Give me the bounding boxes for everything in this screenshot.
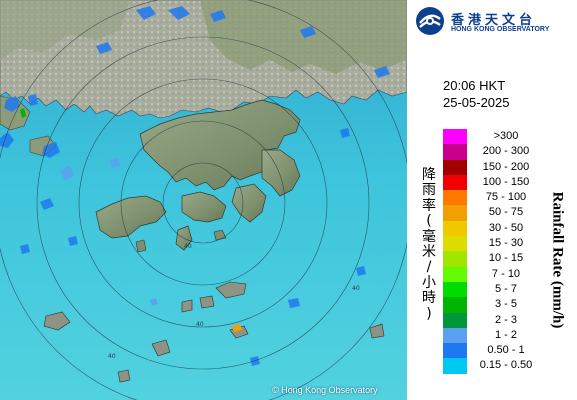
time-text: 20:06 HKT [443,78,506,93]
legend-swatch [443,343,467,359]
info-panel: 香港天文台 HONG KONG OBSERVATORY 20:06 HKT 25… [407,0,577,400]
legend-row: 200 - 300 [443,144,543,160]
legend-swatch [443,327,467,344]
legend-title-chinese-char: ) [426,305,432,322]
ring-label: 40 [108,353,116,360]
legend-swatch [443,297,467,313]
legend-title-chinese-char: 米 [422,244,436,261]
legend-label: 200 - 300 [482,145,530,158]
observatory-emblem-icon [416,7,444,35]
legend-swatch [443,174,467,191]
legend-label: 100 - 150 [482,175,530,188]
legend-swatch [443,312,467,328]
date-text: 25-05-2025 [443,95,510,110]
legend-label: 0.50 - 1 [487,344,525,357]
legend-label: 7 - 10 [491,267,521,280]
legend-label: 75 - 100 [485,191,527,204]
copyright-notice: © Hong Kong Observatory [272,385,378,395]
legend-row: 7 - 10 [443,266,543,282]
ring-label: 40 [196,321,204,328]
legend-swatch [443,190,467,206]
legend-label: 15 - 30 [488,237,524,250]
legend-label: 1 - 2 [494,328,517,341]
legend-title-chinese-char: 毫 [422,228,436,245]
legend-label: >300 [493,130,519,142]
legend-swatch [443,159,467,175]
legend-swatch [443,129,467,145]
south-island-4 [43,311,71,331]
legend-swatch [443,281,467,298]
legend-swatch [443,266,467,282]
legend-row: 100 - 150 [443,174,543,191]
hong-kong-island [181,191,227,223]
legend-swatch [443,205,467,221]
timestamp: 20:06 HKT 25-05-2025 [443,77,510,111]
legend-row: 2 - 3 [443,312,543,328]
legend-row: 0.50 - 1 [443,343,543,359]
legend-title-chinese-char: 降 [422,167,436,183]
south-island-5 [151,339,171,357]
range-rings [0,0,407,400]
south-island-3 [181,299,193,313]
legend-row: 75 - 100 [443,190,543,206]
logo-chinese-name: 香港天文台 [451,13,537,28]
legend-swatch [443,251,467,267]
legend-title-english: Rainfall Rate (mm/h) [549,191,566,329]
legend-label: 5 - 7 [494,282,517,295]
legend-row: >300 [443,129,543,145]
legend-label: 0.15 - 0.50 [479,359,533,372]
radar-map: 40 40 40 40 © Hong Kong Observatory [0,0,407,400]
legend-label: 3 - 5 [494,298,517,311]
legend-row: 15 - 30 [443,236,543,252]
legend-row: 0.15 - 0.50 [443,358,543,374]
legend-swatch [443,358,467,374]
legend-title-chinese-char: 率 [422,197,436,214]
observatory-logo: 香港天文台 HONG KONG OBSERVATORY [415,6,575,36]
legend-label: 150 - 200 [482,160,530,173]
legend-label: 10 - 15 [488,252,524,265]
sai-kung [261,149,301,197]
legend-row: 10 - 15 [443,251,543,267]
legend-title-chinese: 降 雨 率 ( 毫 米 / 小 時 ) [421,167,437,322]
legend-swatch [443,236,467,252]
legend-title-chinese-char: 雨 [422,182,436,199]
south-island-8 [369,323,385,339]
lantau-island [95,195,167,239]
range-ring-labels: 40 40 40 40 [108,243,360,360]
south-island-7 [117,369,131,383]
cheung-chau [135,239,147,253]
rainfall-legend: >300 200 - 300 150 - 200 100 - 150 75 - … [443,129,543,374]
mainland-west [0,0,130,60]
legend-title-english-box: Rainfall Rate (mm/h) [540,160,574,360]
legend-title-chinese-char: ( [426,213,432,230]
clear-water-bay [231,183,267,223]
legend-row: 30 - 50 [443,220,543,237]
legend-row: 1 - 2 [443,327,543,344]
rain-echoes [0,6,390,366]
legend-label: 50 - 75 [488,206,524,219]
legend-row: 150 - 200 [443,159,543,175]
legend-row: 3 - 5 [443,297,543,313]
south-island-2 [199,295,215,309]
legend-row: 50 - 75 [443,205,543,221]
legend-title-chinese-char: 時 [422,290,436,307]
legend-swatch [443,144,467,160]
legend-title-chinese-char: 小 [422,274,436,291]
legend-row: 5 - 7 [443,281,543,298]
legend-swatch [443,220,467,237]
ring-label: 40 [184,243,192,250]
legend-label: 30 - 50 [488,221,524,234]
legend-title-chinese-char: / [426,259,432,276]
radar-map-image: 40 40 40 40 [0,0,407,400]
logo-english-name: HONG KONG OBSERVATORY [451,26,550,33]
legend-label: 2 - 3 [494,313,517,326]
south-island-1 [215,281,247,299]
ring-label: 40 [352,285,360,292]
